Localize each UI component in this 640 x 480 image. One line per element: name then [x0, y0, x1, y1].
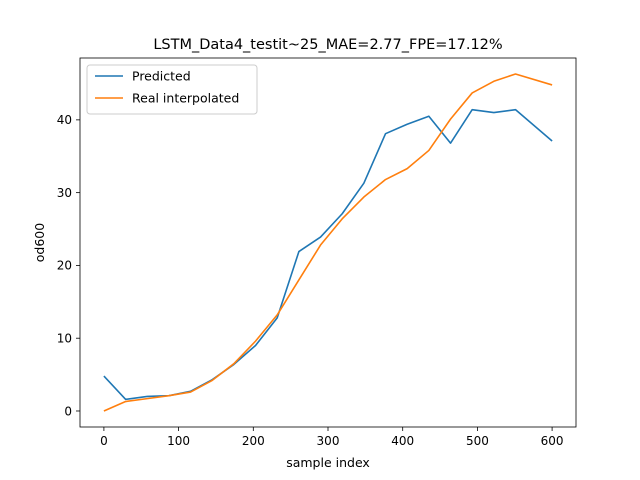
series-line-predicted — [103, 108, 553, 401]
x-tick-label: 100 — [167, 434, 190, 448]
y-tick-label: 40 — [57, 113, 72, 127]
chart-title: LSTM_Data4_testit~25_MAE=2.77_FPE=17.12% — [153, 37, 502, 53]
y-tick-label: 30 — [57, 186, 72, 200]
series-line-real-interpolated — [103, 73, 553, 412]
y-tick-label: 10 — [57, 332, 72, 346]
x-tick-label: 0 — [100, 434, 108, 448]
x-axis-label: sample index — [286, 455, 370, 470]
y-axis-label: od600 — [32, 223, 47, 262]
y-tick-label: 0 — [64, 404, 72, 418]
y-tick-label: 20 — [57, 259, 72, 273]
x-tick-label: 500 — [466, 434, 489, 448]
legend-entry-real-interpolated: Real interpolated — [132, 91, 239, 106]
x-tick-label: 300 — [317, 434, 340, 448]
legend: Predicted Real interpolated — [86, 64, 258, 115]
x-axis: 0 100 200 300 400 500 600 — [100, 427, 564, 448]
series-layer — [103, 73, 553, 412]
x-tick-label: 600 — [541, 434, 564, 448]
x-tick-label: 200 — [242, 434, 265, 448]
y-axis: 0 10 20 30 40 — [57, 113, 80, 418]
x-tick-label: 400 — [391, 434, 414, 448]
legend-box — [86, 64, 258, 115]
legend-entry-predicted: Predicted — [132, 69, 191, 84]
